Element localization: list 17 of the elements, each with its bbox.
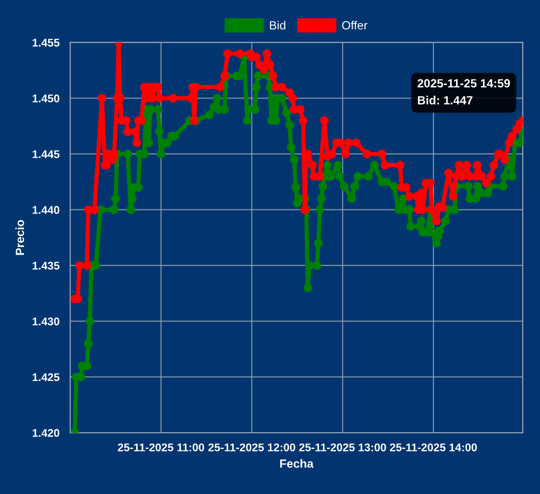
legend-label: Offer: [342, 20, 368, 30]
x-axis-title: Fecha: [280, 459, 314, 468]
y-tick-label: 1.430: [32, 318, 60, 326]
legend-label: Bid: [270, 20, 286, 30]
y-tick-label: 1.425: [32, 373, 60, 382]
y-tick-label: 1.435: [32, 262, 60, 270]
y-tick-label: 1.455: [32, 38, 60, 47]
x-tick-label: 25-11-2025 11:00: [118, 443, 204, 452]
y-tick-label: 1.440: [32, 206, 60, 214]
x-tick-label: 25-11-2025 13:00: [299, 443, 386, 452]
y-tick-label: 1.450: [32, 94, 60, 102]
y-tick-label: 1.420: [32, 429, 60, 437]
y-tick-label: 1.445: [32, 150, 60, 158]
x-tick-label: 25-11-2025 12:00: [208, 443, 296, 452]
y-axis-title: Precio: [15, 220, 24, 255]
x-tick-label: 25-11-2025 14:00: [390, 443, 477, 452]
annotation: 2025-11-25 14:59 Bid: 1.447: [418, 79, 510, 104]
